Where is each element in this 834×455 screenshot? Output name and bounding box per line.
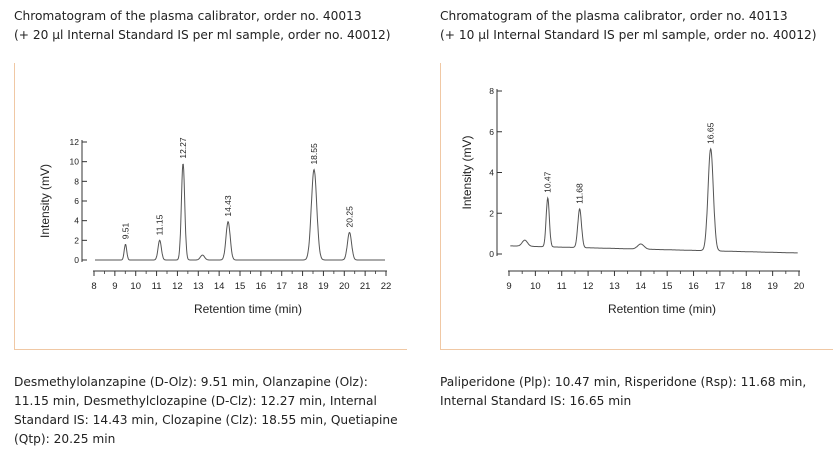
y-tick-label: 6 — [489, 127, 494, 137]
chart-frame: 0 2 4 6 8 9 10 11 12 13 14 15 16 17 18 19 20 Retention ti… — [440, 63, 833, 350]
x-tick-label: 14 — [636, 281, 647, 292]
peak-label: 10.47 — [543, 171, 553, 193]
y-tick-label: 6 — [74, 196, 79, 206]
x-tick-label: 9 — [112, 281, 117, 292]
x-tick-label: 15 — [235, 281, 246, 292]
x-axis-title: Retention time (min) — [608, 302, 716, 316]
x-tick-label: 20 — [339, 281, 350, 292]
peak-label: 12.27 — [178, 137, 188, 159]
panel-caption-subtitle: (+ 20 µl Internal Standard IS per ml sam… — [14, 28, 391, 42]
peak-label: 9.51 — [120, 222, 130, 239]
peak-label: 11.68 — [575, 183, 585, 204]
peak-label: 11.15 — [155, 214, 165, 235]
x-tick-label: 18 — [297, 281, 308, 292]
x-tick-label: 19 — [767, 281, 778, 292]
peak-legend: Desmethylolanzapine (D-Olz): 9.51 min, O… — [14, 375, 398, 446]
y-axis-title: Intensity (mV) — [38, 164, 52, 238]
chromatogram-trace — [95, 163, 385, 261]
x-tick-label: 14 — [214, 281, 225, 292]
x-tick-label: 20 — [794, 281, 805, 292]
x-tick-label: 11 — [152, 281, 162, 292]
y-tick-label: 4 — [489, 168, 494, 178]
x-tick-label: 13 — [609, 281, 620, 292]
x-tick-label: 16 — [256, 281, 267, 292]
peak-label: 16.65 — [706, 122, 716, 144]
y-tick-label: 10 — [70, 157, 80, 167]
y-tick-label: 4 — [74, 216, 79, 226]
y-axis-title: Intensity (mV) — [460, 135, 474, 209]
x-tick-label: 21 — [360, 281, 371, 292]
x-tick-label: 12 — [172, 281, 183, 292]
x-tick-label: 17 — [715, 281, 726, 292]
x-tick-label: 10 — [130, 281, 141, 292]
x-tick-label: 15 — [662, 281, 673, 292]
x-tick-label: 22 — [381, 281, 392, 292]
x-tick-label: 10 — [530, 281, 541, 292]
panel-caption-title: Chromatogram of the plasma calibrator, o… — [440, 9, 788, 23]
y-tick-label: 8 — [489, 86, 494, 96]
y-tick-label: 0 — [74, 255, 79, 265]
chromatogram-panel-right: Chromatogram of the plasma calibrator, o… — [438, 0, 834, 455]
x-tick-label: 16 — [688, 281, 699, 292]
chromatogram-panel-left: Chromatogram of the plasma calibrator, o… — [12, 0, 412, 455]
peak-label: 20.25 — [345, 206, 355, 228]
chromatogram-chart-left: 0 2 4 6 8 10 12 8 9 10 11 12 13 14 15 16 17 18 19 20 21 22 Ret… — [38, 137, 392, 316]
y-tick-label: 8 — [74, 176, 79, 186]
chart-frame: 0 2 4 6 8 10 12 8 9 10 11 12 13 14 15 16 17 18 19 20 21 22 Ret… — [14, 63, 407, 350]
y-tick-label: 12 — [70, 137, 80, 147]
panel-caption-title: Chromatogram of the plasma calibrator, o… — [14, 9, 362, 23]
x-tick-label: 12 — [583, 281, 594, 292]
peak-label: 18.55 — [309, 143, 319, 165]
x-tick-label: 18 — [741, 281, 752, 292]
chromatogram-chart-right: 0 2 4 6 8 9 10 11 12 13 14 15 16 17 18 19 20 Retention ti… — [460, 86, 805, 316]
x-tick-label: 17 — [276, 281, 287, 292]
x-tick-label: 9 — [506, 281, 511, 292]
chromatogram-trace — [510, 147, 798, 254]
x-tick-label: 11 — [557, 281, 567, 292]
x-tick-label: 19 — [318, 281, 329, 292]
y-tick-label: 0 — [489, 249, 494, 259]
x-tick-label: 8 — [91, 281, 96, 292]
x-tick-label: 13 — [193, 281, 204, 292]
peak-legend: Paliperidone (Plp): 10.47 min, Risperido… — [440, 375, 807, 408]
peak-label: 14.43 — [223, 195, 233, 217]
y-tick-label: 2 — [74, 235, 79, 245]
y-tick-label: 2 — [489, 208, 494, 218]
x-axis-title: Retention time (min) — [194, 302, 302, 316]
panel-caption-subtitle: (+ 10 µl Internal Standard IS per ml sam… — [440, 28, 817, 42]
